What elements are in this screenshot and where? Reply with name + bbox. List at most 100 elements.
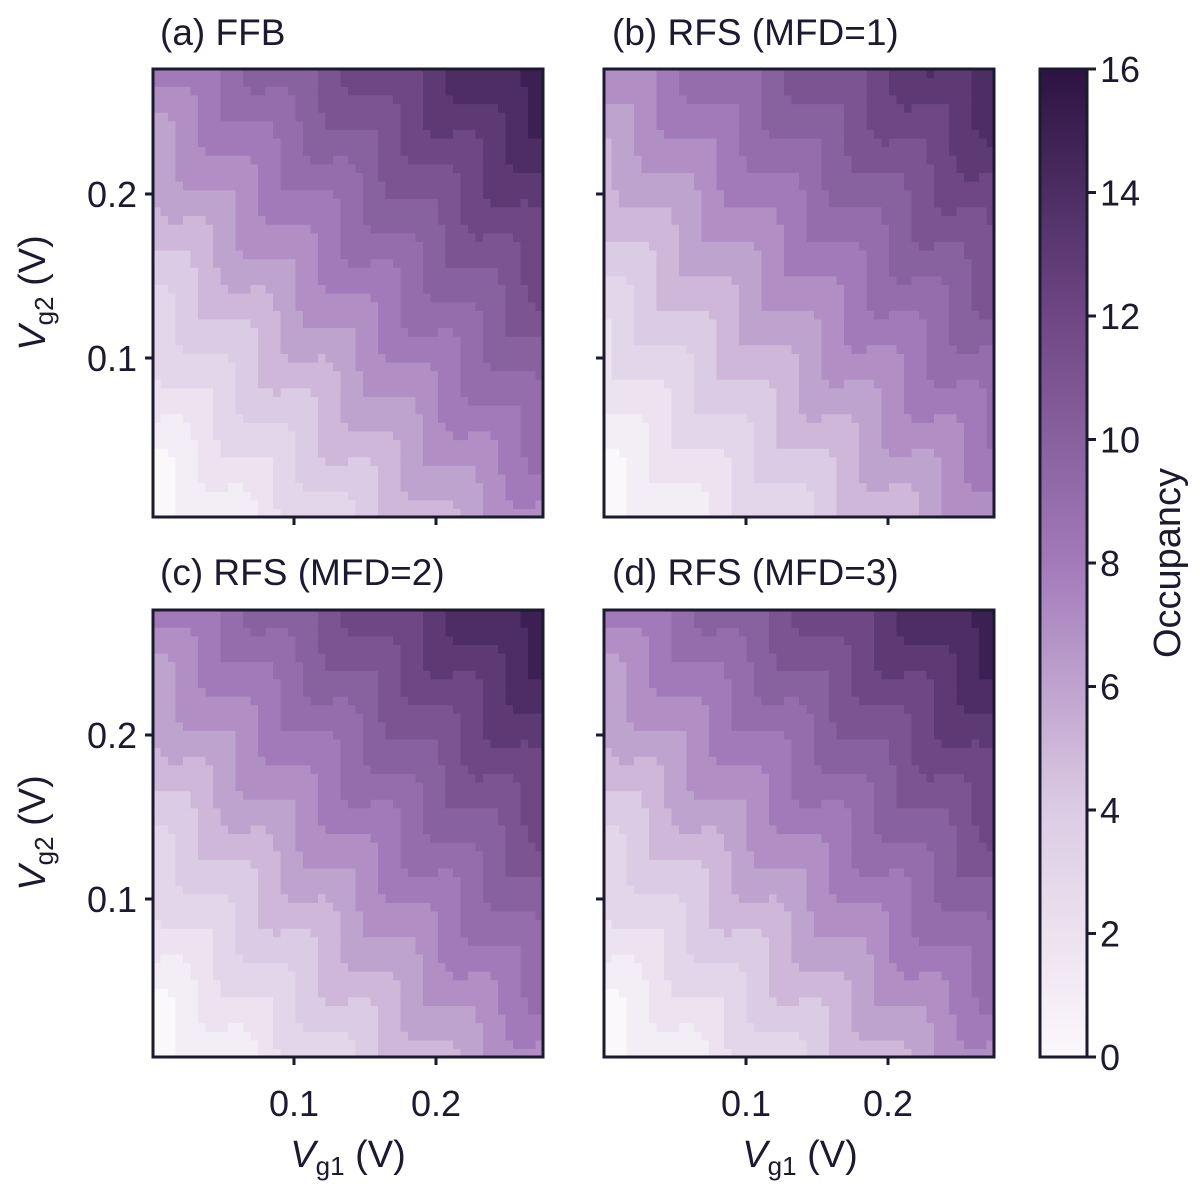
heatmap-cell — [649, 224, 658, 234]
heatmap-cell — [415, 163, 424, 173]
heatmap-cell — [520, 439, 529, 449]
heatmap-cell — [604, 293, 613, 303]
heatmap-cell — [926, 327, 935, 337]
heatmap-cell — [656, 465, 665, 475]
heatmap-cell — [453, 267, 462, 277]
heatmap-cell — [829, 353, 838, 363]
heatmap-cell — [385, 499, 394, 509]
heatmap-cell — [896, 137, 905, 148]
heatmap-cell — [498, 284, 507, 294]
heatmap-cell — [896, 86, 905, 96]
heatmap-cell — [535, 146, 544, 156]
heatmap-cell — [874, 430, 883, 441]
heatmap-cell — [671, 120, 680, 130]
heatmap-cell — [851, 232, 860, 242]
heatmap-cell — [303, 129, 312, 139]
heatmap-cell — [754, 465, 763, 475]
heatmap-cell — [280, 327, 289, 337]
heatmap-cell — [919, 249, 928, 260]
heatmap-cell — [739, 508, 748, 518]
heatmap-cell — [814, 301, 823, 311]
heatmap-cell — [228, 215, 237, 225]
heatmap-cell — [535, 77, 544, 87]
heatmap-cell — [746, 318, 755, 329]
heatmap-cell — [235, 405, 244, 415]
heatmap-cell — [776, 103, 785, 113]
heatmap-cell — [183, 413, 192, 423]
heatmap-cell — [694, 456, 703, 466]
heatmap-cell — [363, 473, 372, 484]
heatmap-cell — [168, 422, 177, 432]
heatmap-cell — [498, 413, 507, 423]
heatmap-cell — [400, 155, 409, 165]
heatmap-cell — [814, 181, 823, 191]
heatmap-cell — [205, 120, 214, 130]
heatmap-cell — [453, 94, 462, 105]
heatmap-cell — [168, 206, 177, 217]
heatmap-cell — [153, 482, 162, 492]
heatmap-cell — [213, 361, 222, 372]
heatmap-cell — [604, 508, 613, 518]
heatmap-cell — [528, 241, 537, 251]
heatmap-cell — [415, 482, 424, 492]
heatmap-cell — [273, 275, 282, 285]
heatmap-cell — [280, 232, 289, 242]
heatmap-cell — [656, 77, 665, 87]
heatmap-cell — [619, 155, 628, 165]
heatmap-cell — [776, 249, 785, 260]
heatmap-cell — [634, 112, 643, 122]
heatmap-cell — [243, 353, 252, 363]
heatmap-cell — [423, 448, 432, 458]
heatmap-cell — [198, 344, 207, 354]
heatmap-cell — [904, 456, 913, 466]
heatmap-cell — [829, 241, 838, 251]
heatmap-cell — [851, 275, 860, 285]
heatmap-cell — [288, 189, 297, 199]
heatmap-cell — [220, 422, 229, 432]
heatmap-cell — [716, 387, 725, 397]
heatmap-cell — [408, 413, 417, 423]
heatmap-cell — [235, 267, 244, 277]
heatmap-cell — [363, 215, 372, 225]
heatmap-cell — [340, 405, 349, 415]
heatmap-cell — [288, 508, 297, 518]
heatmap-cell — [310, 465, 319, 475]
heatmap-cell — [791, 112, 800, 122]
heatmap-cell — [611, 267, 620, 277]
heatmap-cell — [153, 318, 162, 329]
heatmap-cell — [303, 482, 312, 492]
heatmap-cell — [243, 284, 252, 294]
heatmap-cell — [671, 405, 680, 415]
heatmap-cell — [814, 112, 823, 122]
heatmap-cell — [754, 103, 763, 113]
heatmap-cell — [378, 422, 387, 432]
heatmap-cell — [273, 172, 282, 182]
heatmap-cell — [881, 482, 890, 492]
heatmap-cell — [205, 137, 214, 148]
heatmap-cell — [791, 379, 800, 389]
heatmap-cell — [183, 499, 192, 509]
heatmap-cell — [340, 146, 349, 156]
heatmap-cell — [716, 327, 725, 337]
panel-a: (a) FFB 0.2 0.1 Vg2 (V) — [12, 12, 545, 525]
heatmap-cell — [754, 448, 763, 458]
heatmap-cell — [265, 172, 274, 182]
heatmap-cell — [836, 422, 845, 432]
heatmap-cell — [709, 172, 718, 182]
heatmap-cell — [325, 379, 334, 389]
heatmap-cell — [483, 137, 492, 148]
heatmap-cell — [754, 301, 763, 311]
heatmap-cell — [445, 387, 454, 397]
heatmap-cell — [769, 491, 778, 501]
heatmap-cell — [400, 448, 409, 458]
heatmap-cell — [859, 379, 868, 389]
heatmap-cell — [175, 258, 184, 268]
heatmap-cell — [183, 310, 192, 320]
heatmap-cell — [535, 310, 544, 320]
heatmap-cell — [160, 198, 169, 208]
heatmap-cell — [641, 94, 650, 105]
heatmap-cell — [348, 465, 357, 475]
heatmap-cell — [716, 198, 725, 208]
heatmap-cell — [679, 318, 688, 329]
heatmap-cell — [679, 310, 688, 320]
